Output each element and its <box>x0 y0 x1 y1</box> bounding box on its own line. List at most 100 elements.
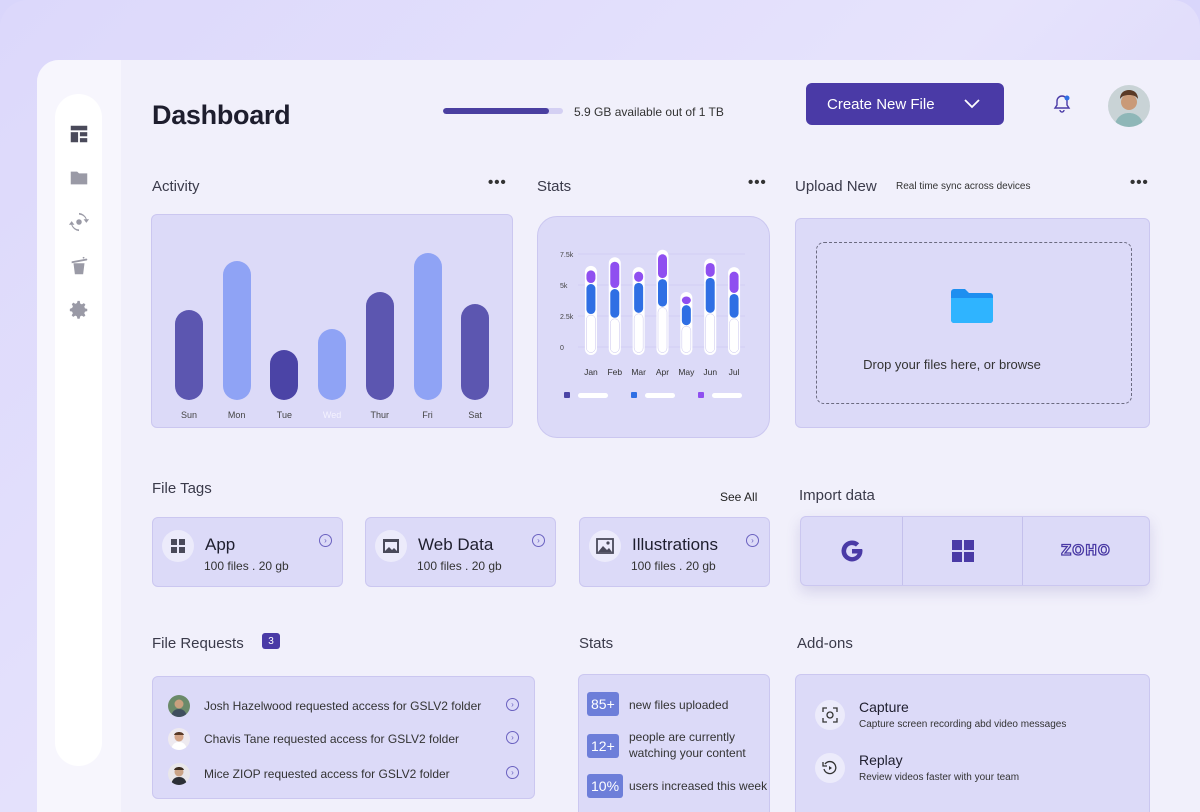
stat-text-line: people are currently <box>629 730 736 744</box>
folder-icon <box>951 289 993 323</box>
sidebar-item-settings[interactable] <box>67 298 91 322</box>
x-tick-label: Jun <box>703 367 717 377</box>
y-tick-label: 0 <box>560 345 564 352</box>
stats-bar-segment-feb[interactable] <box>610 261 620 289</box>
see-all-link[interactable]: See All <box>720 490 758 504</box>
activity-more-button[interactable]: ••• <box>488 174 507 191</box>
activity-day-label: Tue <box>276 410 292 420</box>
file-tag-illustrations[interactable]: Illustrations 100 files . 20 gb › <box>579 517 770 587</box>
legend-swatch <box>564 392 570 398</box>
chevron-right-icon[interactable]: › <box>319 534 332 547</box>
stats-bar-segment-mar[interactable] <box>634 271 644 282</box>
stats-bar-segment-jan[interactable] <box>586 270 596 284</box>
activity-bar-wed[interactable] <box>318 328 347 400</box>
drop-zone[interactable]: Drop your files here, or browse <box>816 242 1132 404</box>
bell-icon <box>1053 95 1071 113</box>
stats-more-button[interactable]: ••• <box>748 174 767 191</box>
stats-chart-card: 7.5k 5k 2.5k 0 Jan Feb Mar Apr May Jun Jul <box>537 216 770 438</box>
upload-title: Upload New <box>795 178 877 195</box>
request-row[interactable]: Chavis Tane requested access for GSLV2 f… <box>168 728 521 750</box>
sidebar-item-dashboard[interactable] <box>67 122 91 146</box>
legend-swatch <box>698 392 704 398</box>
stats-bar-segment-jun[interactable] <box>705 313 715 353</box>
requester-avatar <box>168 728 190 750</box>
activity-bar-tue[interactable] <box>270 350 299 400</box>
activity-bar-mon[interactable] <box>222 260 251 400</box>
capture-icon-wrap[interactable] <box>815 700 845 730</box>
file-tag-app[interactable]: App 100 files . 20 gb › <box>152 517 343 587</box>
stats-bar-segment-may[interactable] <box>681 305 691 326</box>
request-row[interactable]: Josh Hazelwood requested access for GSLV… <box>168 695 521 717</box>
stat-text: users increased this week <box>629 779 768 793</box>
activity-bar-sun[interactable] <box>175 310 203 400</box>
requester-avatar <box>168 695 190 717</box>
sidebar-item-sync[interactable] <box>67 210 91 234</box>
stats-list-card: 85+ new files uploaded 12+ people are cu… <box>578 674 770 812</box>
tag-name: App <box>205 535 236 554</box>
create-new-file-button[interactable]: Create New File <box>806 83 1004 125</box>
activity-bar-thur[interactable] <box>365 291 394 400</box>
stats-bar-segment-may[interactable] <box>681 325 692 353</box>
activity-title: Activity <box>152 178 200 195</box>
tag-name: Web Data <box>418 535 494 554</box>
file-tag-web-data[interactable]: Web Data 100 files . 20 gb › <box>365 517 556 587</box>
x-tick-label: Mar <box>631 367 646 377</box>
stats-bar-segment-apr[interactable] <box>658 254 667 279</box>
legend-swatch <box>631 392 637 398</box>
stats-bar-segment-jan[interactable] <box>586 314 596 353</box>
stats-bar-segment-jul[interactable] <box>729 293 739 318</box>
x-tick-label: Feb <box>607 367 622 377</box>
stats-bar-segment-jul[interactable] <box>729 271 739 293</box>
request-row[interactable]: Mice ZIOP requested access for GSLV2 fol… <box>168 763 521 785</box>
stats-bar-segment-jul[interactable] <box>729 318 739 353</box>
legend-label-placeholder <box>645 393 675 398</box>
activity-day-label: Thur <box>370 410 390 420</box>
image-icon <box>596 538 614 554</box>
replay-icon <box>822 760 837 775</box>
stats-bar-segment-jan[interactable] <box>586 284 596 315</box>
zoho-logo: ZOHO <box>1061 542 1111 559</box>
stats-chart-title: Stats <box>537 178 572 195</box>
chevron-right-icon[interactable]: › <box>506 698 519 711</box>
import-google-button[interactable] <box>801 517 903 585</box>
windows-icon <box>951 540 974 562</box>
replay-icon-wrap[interactable] <box>815 753 845 783</box>
chevron-right-icon[interactable]: › <box>506 731 519 744</box>
tag-icon-wrap <box>589 530 621 562</box>
stats-bar-segment-mar[interactable] <box>633 313 644 353</box>
import-windows-button[interactable] <box>903 517 1023 585</box>
tag-icon-wrap <box>375 530 407 562</box>
web-icon <box>383 539 399 553</box>
stats-bar-segment-feb[interactable] <box>610 318 620 353</box>
stats-bar-segment-jun[interactable] <box>705 277 715 313</box>
avatar-image <box>1108 85 1150 127</box>
stats-bar-segment-mar[interactable] <box>634 282 644 313</box>
sidebar-item-trash[interactable] <box>67 254 91 278</box>
import-zoho-button[interactable]: ZOHO <box>1023 517 1149 585</box>
activity-bar-sat[interactable] <box>461 303 490 400</box>
capture-icon <box>822 707 838 723</box>
request-text: Mice ZIOP requested access for GSLV2 fol… <box>204 767 450 781</box>
request-text: Chavis Tane requested access for GSLV2 f… <box>204 732 460 746</box>
app-window: Dashboard 5.9 GB available out of 1 TB C… <box>37 60 1200 812</box>
user-avatar[interactable] <box>1108 85 1150 127</box>
more-icon: ••• <box>748 174 767 191</box>
more-icon: ••• <box>1130 174 1149 191</box>
sidebar-item-files[interactable] <box>67 166 91 190</box>
addons-card: Capture Capture screen recording abd vid… <box>795 674 1150 812</box>
drop-text: Drop your files here, or browse <box>863 357 1041 372</box>
import-data-title: Import data <box>799 487 875 504</box>
chevron-right-icon[interactable]: › <box>532 534 545 547</box>
upload-more-button[interactable]: ••• <box>1130 174 1149 191</box>
activity-bar-fri[interactable] <box>413 252 442 400</box>
stats-bar-segment-apr[interactable] <box>658 279 667 307</box>
chevron-right-icon[interactable]: › <box>746 534 759 547</box>
chevron-right-icon[interactable]: › <box>506 766 519 779</box>
stat-badge: 12+ <box>587 734 619 758</box>
notifications-button[interactable] <box>1051 93 1073 115</box>
stats-bar-segment-may[interactable] <box>681 296 691 305</box>
stats-bar-segment-apr[interactable] <box>657 307 668 353</box>
stat-text-line: watching your content <box>629 746 746 760</box>
stats-bar-segment-feb[interactable] <box>610 289 620 318</box>
stats-bar-segment-jun[interactable] <box>705 262 715 277</box>
